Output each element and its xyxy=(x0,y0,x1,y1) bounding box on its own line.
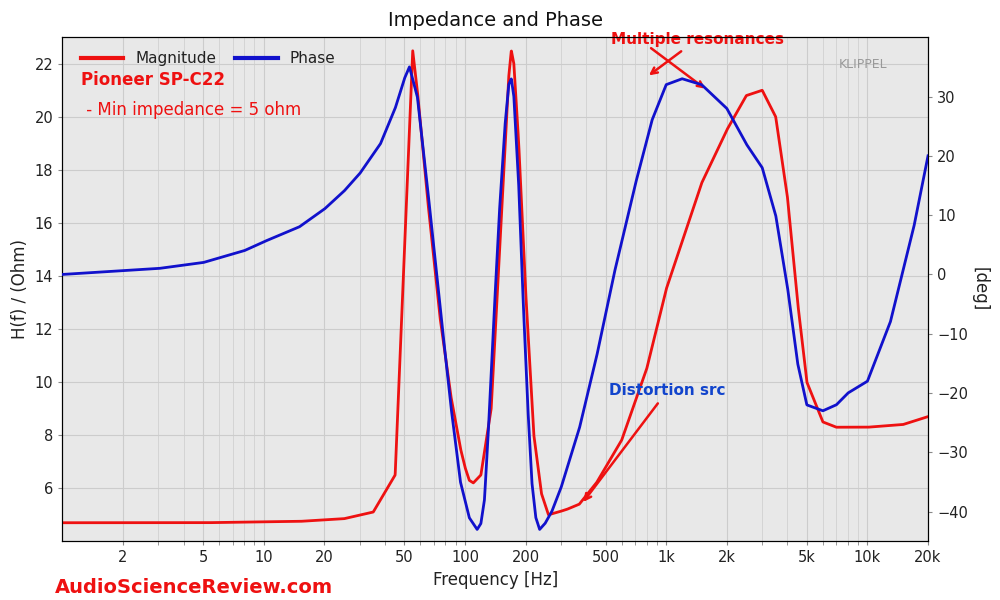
Text: - Min impedance = 5 ohm: - Min impedance = 5 ohm xyxy=(81,101,302,119)
Text: Pioneer SP-C22: Pioneer SP-C22 xyxy=(81,71,225,89)
Y-axis label: H(f) / (Ohm): H(f) / (Ohm) xyxy=(11,239,29,339)
Title: Impedance and Phase: Impedance and Phase xyxy=(388,11,603,30)
Text: AudioScienceReview.com: AudioScienceReview.com xyxy=(55,578,333,597)
Text: Distortion src: Distortion src xyxy=(585,383,726,500)
Text: KLIPPEL: KLIPPEL xyxy=(839,58,887,71)
X-axis label: Frequency [Hz]: Frequency [Hz] xyxy=(433,571,558,589)
Y-axis label: [deg]: [deg] xyxy=(971,267,989,311)
Text: Multiple resonances: Multiple resonances xyxy=(611,32,784,74)
Legend: Magnitude, Phase: Magnitude, Phase xyxy=(74,45,342,72)
